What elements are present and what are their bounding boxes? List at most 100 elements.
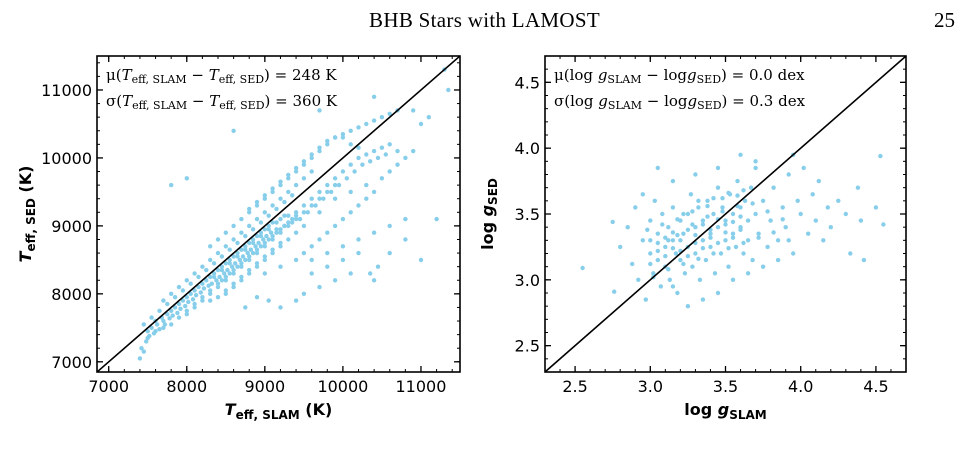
data-point xyxy=(735,193,740,198)
data-point xyxy=(231,254,236,259)
data-point xyxy=(387,142,392,147)
data-point xyxy=(317,284,322,290)
data-point xyxy=(730,211,736,217)
data-point xyxy=(655,257,660,263)
data-point xyxy=(235,250,240,256)
data-point xyxy=(700,246,706,251)
data-point xyxy=(215,237,221,242)
data-point xyxy=(208,244,213,249)
data-point xyxy=(364,121,369,127)
data-point xyxy=(715,225,721,230)
data-point xyxy=(317,189,322,195)
data-point xyxy=(274,206,279,212)
data-point xyxy=(227,247,232,252)
data-point xyxy=(700,222,706,227)
data-point xyxy=(371,148,377,154)
data-point xyxy=(208,257,213,263)
data-point xyxy=(712,271,718,276)
data-point xyxy=(723,230,728,235)
data-point xyxy=(180,288,186,293)
data-point xyxy=(247,206,252,212)
data-point xyxy=(190,297,196,302)
data-point xyxy=(247,257,252,263)
data-point xyxy=(169,322,174,327)
data-point xyxy=(652,198,657,203)
data-point xyxy=(708,231,713,236)
data-point xyxy=(254,216,260,222)
data-point xyxy=(264,233,269,239)
data-point xyxy=(705,214,710,219)
data-point xyxy=(332,196,338,201)
data-point xyxy=(141,322,146,327)
data-point xyxy=(266,223,271,229)
data-point xyxy=(666,267,671,272)
data-point xyxy=(239,230,244,235)
data-point xyxy=(231,223,236,229)
data-point xyxy=(771,230,776,235)
data-point xyxy=(254,199,260,205)
x-tick-label: 10000 xyxy=(317,377,368,396)
data-point xyxy=(215,295,221,300)
data-point xyxy=(243,247,248,252)
data-point xyxy=(278,182,283,188)
data-point xyxy=(816,178,821,184)
data-point xyxy=(348,210,353,215)
data-point xyxy=(690,222,695,227)
data-point xyxy=(258,220,264,225)
data-point xyxy=(648,218,653,223)
data-point xyxy=(325,264,330,269)
data-point xyxy=(282,213,287,218)
data-point xyxy=(278,305,283,310)
data-point xyxy=(301,203,307,208)
data-point xyxy=(786,172,791,177)
data-point xyxy=(231,237,236,242)
data-point xyxy=(648,261,653,267)
data-point xyxy=(643,297,648,302)
chart-panel-1: 7000 8000 9000 10000 11000 7000 8000 9000 10000 1… xyxy=(16,55,461,422)
data-point xyxy=(293,182,299,188)
data-point xyxy=(670,284,676,289)
data-point xyxy=(340,132,346,137)
data-point xyxy=(364,196,369,201)
data-point xyxy=(655,240,660,246)
y-tick-label: 7000 xyxy=(51,353,92,372)
data-point xyxy=(235,264,240,269)
data-point xyxy=(618,244,623,250)
data-point xyxy=(681,261,686,267)
data-point xyxy=(688,192,694,197)
data-point xyxy=(144,339,149,344)
data-point xyxy=(309,169,314,174)
data-point xyxy=(715,165,721,171)
y-axis-title: Teff, SED (K) xyxy=(16,166,38,263)
data-point xyxy=(730,219,736,225)
data-point xyxy=(753,165,758,171)
data-point xyxy=(254,264,260,269)
data-point xyxy=(348,128,353,133)
data-point xyxy=(301,291,307,296)
data-point xyxy=(169,182,174,188)
data-point xyxy=(270,233,275,239)
data-point xyxy=(254,295,260,300)
data-point xyxy=(225,267,230,273)
data-point xyxy=(243,257,248,263)
y-axis-title: log gSED xyxy=(478,178,500,250)
data-point xyxy=(254,250,260,256)
data-point xyxy=(161,298,166,303)
data-point xyxy=(726,190,731,196)
data-point xyxy=(206,283,211,288)
data-point xyxy=(340,257,346,263)
data-point xyxy=(387,169,392,174)
data-point xyxy=(293,216,299,222)
data-point xyxy=(723,218,728,223)
data-point xyxy=(411,108,416,113)
data-point xyxy=(711,251,716,256)
data-point xyxy=(270,203,275,208)
data-point xyxy=(685,211,691,217)
data-point xyxy=(765,244,770,250)
data-point xyxy=(278,196,283,201)
data-point xyxy=(274,220,279,225)
data-point xyxy=(162,322,168,327)
data-point xyxy=(663,253,668,259)
data-point xyxy=(780,205,785,210)
data-point xyxy=(274,227,279,232)
